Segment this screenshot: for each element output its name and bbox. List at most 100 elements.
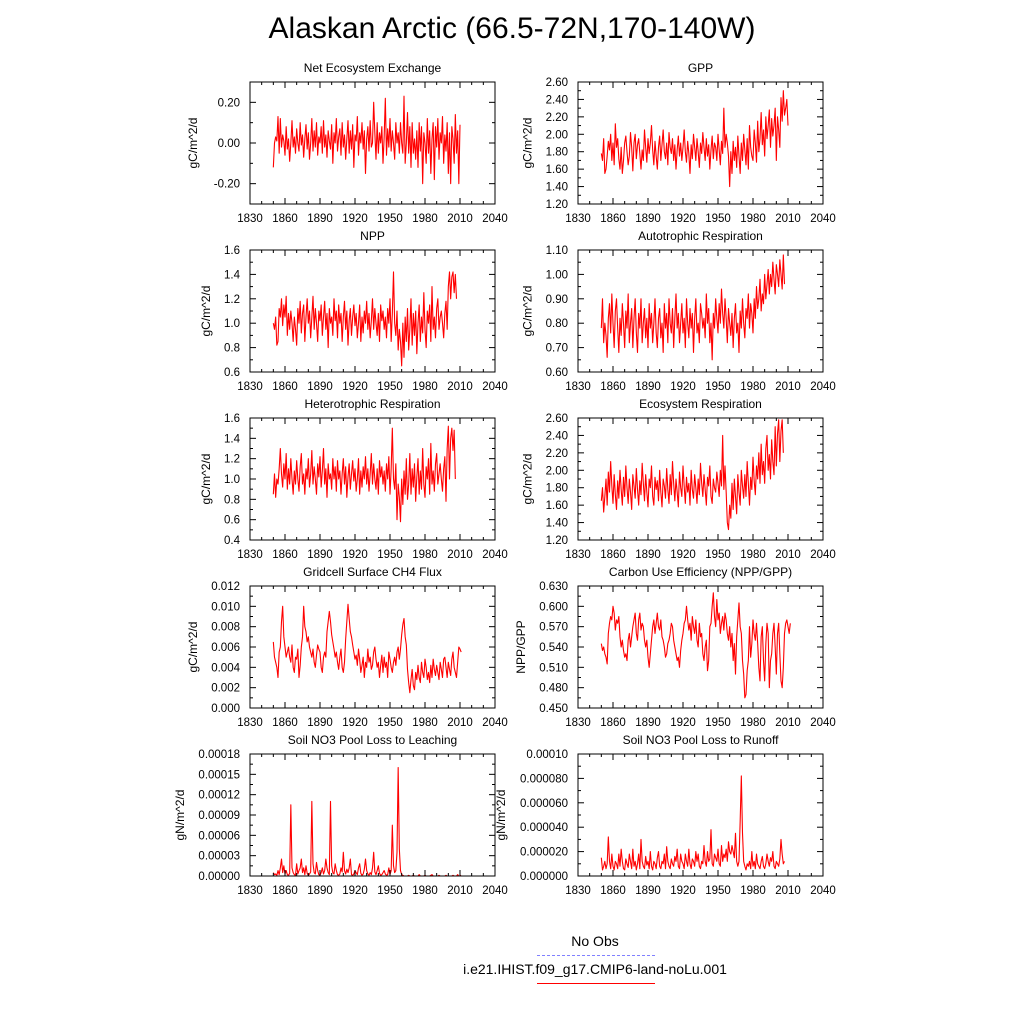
y-axis-label: gC/m^2/d xyxy=(199,454,213,505)
x-tick-label: 1860 xyxy=(272,885,298,897)
x-tick-label: 1920 xyxy=(342,717,368,729)
y-tick-label: 0.600 xyxy=(539,601,568,613)
y-tick-label: 0.010 xyxy=(211,601,240,613)
y-tick-label: 0.00009 xyxy=(198,810,240,822)
y-tick-label: 2.40 xyxy=(546,430,568,442)
chart-panel: 1830 1860 1890 1920 1950 1980 2010 20400.000000… xyxy=(173,733,508,897)
series-line xyxy=(272,425,456,523)
y-tick-label: 0.60 xyxy=(546,367,568,379)
x-tick-label: 1860 xyxy=(272,717,298,729)
x-tick-label: 1920 xyxy=(670,381,696,393)
x-tick-label: 2010 xyxy=(447,213,473,225)
x-tick-label: 1890 xyxy=(635,717,661,729)
y-tick-label: 1.4 xyxy=(224,269,241,281)
y-tick-label: 0.80 xyxy=(546,318,568,330)
y-tick-label: 1.40 xyxy=(546,182,568,194)
y-tick-label: 0.000080 xyxy=(520,773,568,785)
y-tick-label: 0.510 xyxy=(539,662,568,674)
y-tick-label: 0.00000 xyxy=(198,871,240,883)
x-tick-label: 1890 xyxy=(635,381,661,393)
chart-panel: 1830 1860 1890 1920 1950 1980 2010 20400.000000… xyxy=(494,733,836,897)
x-tick-label: 1920 xyxy=(342,549,368,561)
series-line xyxy=(600,90,789,188)
x-tick-label: 1920 xyxy=(342,885,368,897)
x-tick-label: 1920 xyxy=(670,213,696,225)
chart-title: Autotrophic Respiration xyxy=(638,229,763,243)
x-tick-label: 1890 xyxy=(635,549,661,561)
x-tick-label: 1920 xyxy=(342,381,368,393)
series-line xyxy=(600,775,785,871)
x-tick-label: 2010 xyxy=(775,213,801,225)
y-tick-label: -0.20 xyxy=(214,179,240,191)
y-tick-label: 1.80 xyxy=(546,147,568,159)
y-tick-label: 0.000040 xyxy=(520,822,568,834)
x-tick-label: 1830 xyxy=(565,213,591,225)
x-tick-label: 1950 xyxy=(705,213,731,225)
chart-title: Ecosystem Respiration xyxy=(639,397,762,411)
x-tick-label: 2010 xyxy=(775,717,801,729)
y-tick-label: 2.20 xyxy=(546,448,568,460)
x-tick-label: 1860 xyxy=(272,381,298,393)
x-tick-label: 2010 xyxy=(447,381,473,393)
y-tick-label: 0.00 xyxy=(218,138,240,150)
x-tick-label: 1830 xyxy=(565,717,591,729)
series-line xyxy=(272,603,462,694)
x-tick-label: 1950 xyxy=(377,381,403,393)
x-tick-label: 1950 xyxy=(377,549,403,561)
x-tick-label: 1860 xyxy=(600,717,626,729)
x-tick-label: 1830 xyxy=(237,717,263,729)
x-tick-label: 1980 xyxy=(740,549,766,561)
y-tick-label: 1.2 xyxy=(224,454,240,466)
chart-panel: 1830 1860 1890 1920 1950 1980 2010 2040 0.6 0.8 1.… xyxy=(199,229,508,393)
x-tick-label: 1830 xyxy=(237,885,263,897)
chart-title: Heterotrophic Respiration xyxy=(304,397,440,411)
y-axis-label: gC/m^2/d xyxy=(521,118,535,169)
legend-model-label: i.e21.IHIST.f09_g17.CMIP6-land-noLu.001 xyxy=(463,961,727,977)
x-tick-label: 2040 xyxy=(482,213,508,225)
y-tick-label: 0.00006 xyxy=(198,830,240,842)
chart-panel: 1830 1860 1890 1920 1950 1980 2010 2040 1.20 1.40… xyxy=(521,397,836,561)
x-tick-label: 1890 xyxy=(635,213,661,225)
x-tick-label: 1830 xyxy=(565,885,591,897)
series-line xyxy=(272,767,462,877)
series-line xyxy=(600,419,784,531)
legend-model-line xyxy=(537,983,655,984)
x-tick-label: 1890 xyxy=(307,381,333,393)
x-tick-label: 1830 xyxy=(565,549,591,561)
y-axis-label: gC/m^2/d xyxy=(186,622,200,673)
x-tick-label: 1980 xyxy=(412,381,438,393)
y-tick-label: 0.00003 xyxy=(198,851,240,863)
x-tick-label: 1830 xyxy=(565,381,591,393)
x-tick-label: 1950 xyxy=(705,381,731,393)
x-tick-label: 1830 xyxy=(237,213,263,225)
x-tick-label: 1980 xyxy=(740,381,766,393)
y-axis-label: gN/m^2/d xyxy=(494,790,508,841)
y-tick-label: 0.000020 xyxy=(520,847,568,859)
y-tick-label: 0.002 xyxy=(211,683,240,695)
y-tick-label: 0.000000 xyxy=(520,871,568,883)
x-tick-label: 1890 xyxy=(307,549,333,561)
y-tick-label: 0.570 xyxy=(539,622,568,634)
y-tick-label: 0.70 xyxy=(546,343,568,355)
y-tick-label: 2.00 xyxy=(546,465,568,477)
x-tick-label: 1980 xyxy=(412,885,438,897)
x-tick-label: 1980 xyxy=(740,213,766,225)
x-tick-label: 1860 xyxy=(600,885,626,897)
y-tick-label: 1.60 xyxy=(546,164,568,176)
y-tick-label: 0.4 xyxy=(224,535,241,547)
chart-title: Carbon Use Efficiency (NPP/GPP) xyxy=(609,565,792,579)
legend-obs-line xyxy=(537,955,655,956)
y-tick-label: 1.20 xyxy=(546,199,568,211)
x-tick-label: 2010 xyxy=(775,885,801,897)
y-tick-label: 1.6 xyxy=(224,413,240,425)
x-tick-label: 1860 xyxy=(272,549,298,561)
x-tick-label: 1950 xyxy=(705,717,731,729)
y-tick-label: 1.0 xyxy=(224,474,240,486)
x-tick-label: 2040 xyxy=(482,717,508,729)
y-tick-label: 0.450 xyxy=(539,703,568,715)
x-tick-label: 1980 xyxy=(412,717,438,729)
y-tick-label: 0.20 xyxy=(218,97,240,109)
y-axis-label: gN/m^2/d xyxy=(173,790,187,841)
plot-frame xyxy=(577,585,824,709)
x-tick-label: 1980 xyxy=(412,213,438,225)
